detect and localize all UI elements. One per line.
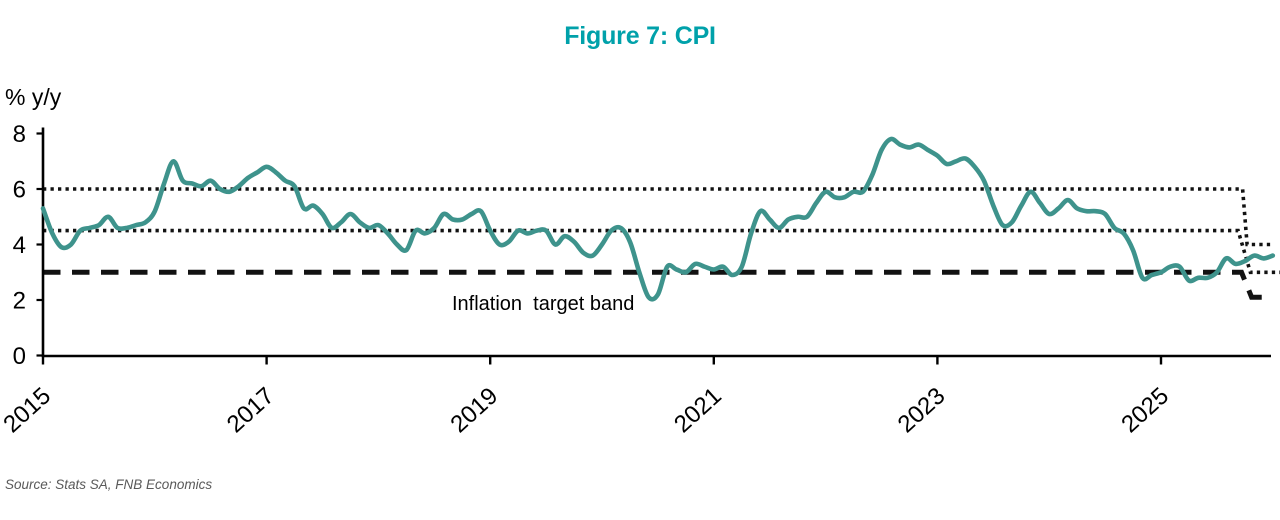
x-tick-label: 2023 [893, 382, 951, 438]
inflation-target-midpoint-line [43, 228, 1280, 275]
source-note: Source: Stats SA, FNB Economics [5, 477, 213, 492]
cpi-line [40, 136, 1276, 302]
x-tick-label: 2025 [1116, 382, 1174, 438]
x-tick-label: 2021 [669, 382, 727, 438]
inflation-target-band-label: Inflation target band [452, 293, 635, 315]
y-axis-unit-label: % y/y [5, 84, 62, 110]
y-tick-label: 4 [13, 232, 26, 259]
y-tick-label: 2 [13, 288, 26, 315]
inflation-target-lower-bound-line [43, 269, 1264, 300]
chart-title: Figure 7: CPI [564, 22, 716, 50]
x-tick-label: 2015 [0, 382, 56, 438]
inflation-target-upper-bound-line [43, 187, 1273, 247]
x-tick-label: 2019 [445, 382, 503, 438]
x-tick-label: 2017 [222, 382, 280, 438]
y-tick-label: 0 [13, 343, 26, 370]
y-tick-label: 8 [13, 121, 26, 148]
y-tick-label: 6 [13, 177, 26, 204]
